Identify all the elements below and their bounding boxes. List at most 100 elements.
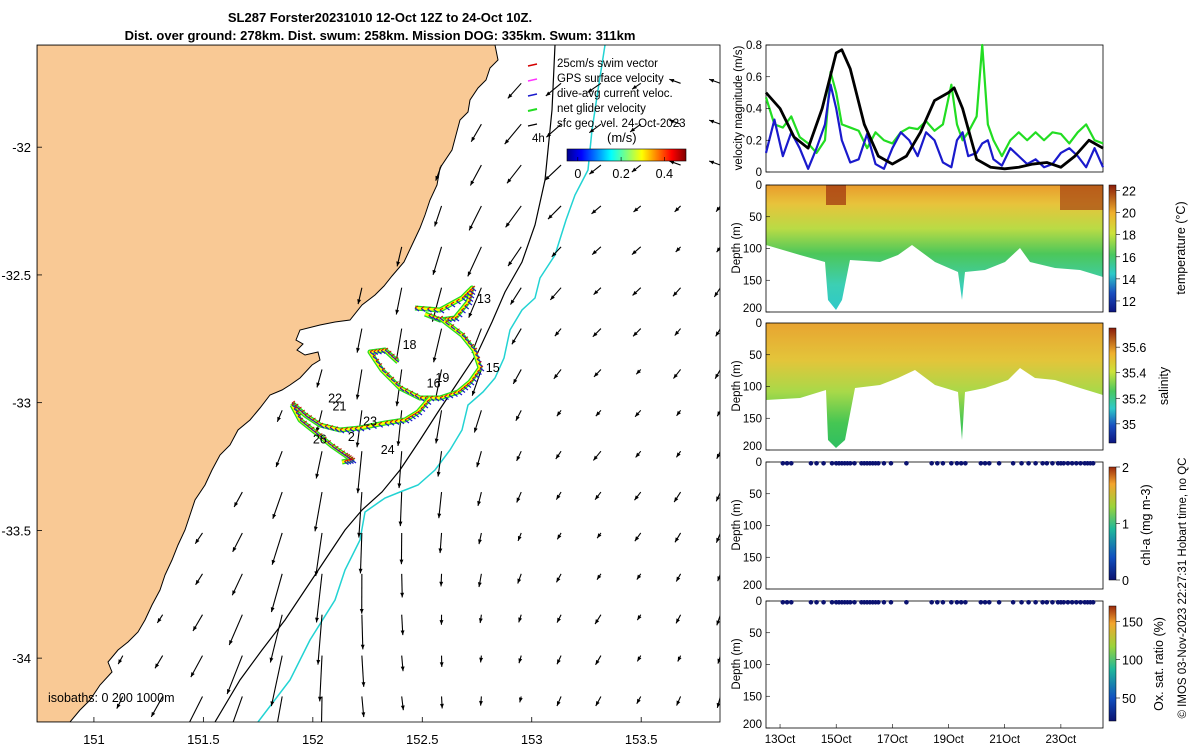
- chl-axes: [766, 462, 1103, 589]
- date-tick-label: 17Oct: [877, 734, 908, 746]
- chl-ylabel: Depth (m): [731, 499, 743, 550]
- sample-point: [929, 461, 934, 466]
- colorbar-tick-label: 0: [1122, 574, 1129, 588]
- depth-tick-label: 150: [743, 275, 762, 287]
- map-xtick-label: 152.5: [406, 732, 439, 747]
- chl-colorbar: [1109, 467, 1116, 580]
- sample-point: [1040, 600, 1045, 605]
- colorbar-tick-label: 22: [1122, 185, 1136, 199]
- depth-tick-label: 200: [743, 303, 762, 315]
- depth-tick-label: 150: [743, 413, 762, 425]
- sample-point: [983, 461, 988, 466]
- sample-point: [1026, 600, 1031, 605]
- colorbar-tick-label: 12: [1122, 295, 1136, 309]
- sample-point: [876, 600, 881, 605]
- velocity-vector-head: [186, 725, 190, 730]
- temperature-colorbar: [1109, 185, 1116, 312]
- depth-tick-label: 0: [756, 180, 762, 192]
- sample-point: [814, 461, 819, 466]
- colorbar-tick-label: 14: [1122, 273, 1136, 287]
- sample-point: [983, 600, 988, 605]
- colorbar-tick-label: 35.6: [1122, 341, 1146, 355]
- colorbar-tick-label: 1: [1122, 518, 1129, 532]
- depth-tick-label: 50: [749, 350, 762, 362]
- depth-tick-label: 100: [743, 382, 762, 394]
- day-label: 16: [427, 376, 441, 390]
- sample-point: [1074, 600, 1079, 605]
- chl-colorbar-ticks: 210: [1116, 461, 1129, 588]
- sample-point: [830, 600, 835, 605]
- chl-panel: 050100150200 Depth (m) 210 chl-a (mg m-3…: [731, 457, 1153, 592]
- map-ytick-label: -34: [12, 651, 31, 666]
- sample-point: [781, 461, 786, 466]
- date-tick-label: 13Oct: [765, 734, 796, 746]
- legend-4h-label: 4h: [532, 133, 545, 145]
- sample-point: [904, 600, 909, 605]
- temperature-colorbar-ticks: 222018161412: [1116, 185, 1136, 309]
- oxygen-ylabel: Depth (m): [731, 638, 743, 689]
- map-ytick-label: -32.5: [1, 268, 31, 283]
- salinity-colorbar-label: salinity: [1157, 366, 1171, 405]
- day-label: 24: [381, 443, 395, 457]
- temperature-warm-patch-1: [826, 185, 846, 205]
- sample-point: [949, 600, 954, 605]
- legend-net-label: net glider velocity: [557, 103, 646, 115]
- sample-point: [848, 461, 853, 466]
- legend-dive-label: dive-avg current veloc.: [557, 88, 673, 100]
- date-tick-label: 23Oct: [1046, 734, 1077, 746]
- sample-point: [1091, 461, 1096, 466]
- sample-point: [941, 461, 946, 466]
- sample-point: [1091, 600, 1096, 605]
- salinity-colorbar-ticks: 35.635.435.235: [1116, 341, 1146, 432]
- sample-point: [1061, 461, 1066, 466]
- depth-tick-label: 150: [743, 691, 762, 703]
- sample-point: [1011, 600, 1016, 605]
- salinity-ylabel: Depth (m): [731, 360, 743, 411]
- sample-point: [1070, 461, 1075, 466]
- colorbar-tick-label: 35: [1122, 418, 1136, 432]
- sample-point: [1061, 600, 1066, 605]
- velocity-panel: 00.20.40.60.8 velocity magnitude (m/s): [733, 40, 1103, 179]
- sample-point: [1033, 461, 1038, 466]
- oxygen-colorbar-label: Ox. sat. ratio (%): [1152, 617, 1166, 711]
- credit-text: © IMOS 03-Nov-2023 22:27:31 Hobart time,…: [1177, 458, 1189, 719]
- velocity-ytick-label: 0.8: [746, 40, 762, 52]
- sample-point: [1019, 461, 1024, 466]
- sample-point: [987, 461, 992, 466]
- velocity-ylabel: velocity magnitude (m/s): [733, 46, 745, 171]
- depth-tick-label: 0: [756, 457, 762, 469]
- day-label: 26: [313, 433, 327, 447]
- depth-tick-label: 100: [743, 660, 762, 672]
- sample-point: [830, 461, 835, 466]
- legend-geo-label: sfc geo. vel. 24-Oct-2023: [557, 118, 685, 130]
- sample-point: [821, 461, 826, 466]
- sample-point: [882, 461, 887, 466]
- velocity-vector-head: [272, 741, 276, 746]
- sample-point: [1045, 600, 1050, 605]
- sample-point: [882, 600, 887, 605]
- map-colorbar-tick-label: 0.2: [612, 167, 629, 181]
- sample-point: [1045, 461, 1050, 466]
- velocity-ytick-label: 0: [756, 167, 762, 179]
- depth-tick-label: 50: [749, 628, 762, 640]
- salinity-panel: 050100150200 Depth (m) 35.635.435.235 sa…: [731, 318, 1171, 453]
- sample-point: [963, 461, 968, 466]
- sample-point: [959, 600, 964, 605]
- colorbar-tick-label: 35.2: [1122, 392, 1146, 406]
- sample-point: [821, 600, 826, 605]
- map-xtick-label: 153: [521, 732, 543, 747]
- map-colorbar-tick-label: 0.4: [656, 167, 673, 181]
- oxygen-panel: 0 50 100 150 20013Oct 15Oct 17Oct 19Oct 21Oct 23O…: [731, 596, 1166, 746]
- depth-tick-label: 50: [749, 489, 762, 501]
- sample-point: [809, 600, 814, 605]
- day-label: 21: [333, 399, 347, 413]
- sample-point: [997, 600, 1002, 605]
- sample-point: [789, 600, 794, 605]
- sample-point: [876, 461, 881, 466]
- sample-point: [814, 600, 819, 605]
- velocity-ytick-label: 0.2: [746, 135, 762, 147]
- velocity-ytick-label: 0.4: [746, 104, 763, 116]
- sample-point: [929, 600, 934, 605]
- legend-gps-label: GPS surface velocity: [557, 73, 664, 85]
- sample-point: [935, 461, 940, 466]
